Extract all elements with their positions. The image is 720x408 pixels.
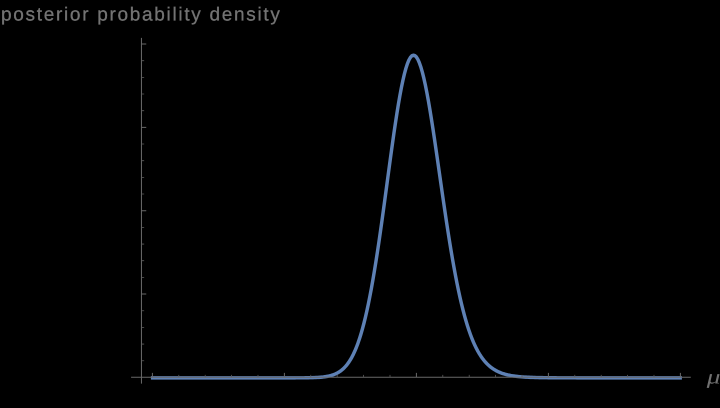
svg-text:μ: μ — [706, 365, 720, 388]
svg-text:posterior probability density: posterior probability density — [1, 4, 282, 25]
